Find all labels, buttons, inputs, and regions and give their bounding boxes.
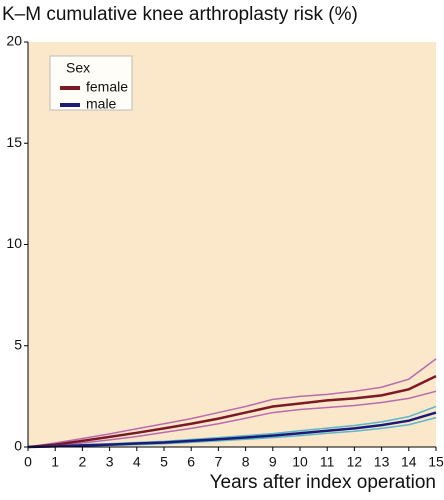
y-tick-label: 0: [14, 438, 22, 454]
legend-title: Sex: [66, 60, 90, 76]
y-tick-label: 5: [14, 336, 22, 352]
x-tick-label: 6: [187, 454, 195, 470]
x-tick-label: 12: [347, 454, 363, 470]
legend-label: female: [86, 79, 128, 95]
x-tick-label: 13: [374, 454, 390, 470]
x-tick-label: 3: [106, 454, 114, 470]
x-tick-label: 1: [51, 454, 59, 470]
x-tick-label: 14: [401, 454, 417, 470]
legend-box: [49, 55, 133, 111]
x-tick-label: 8: [242, 454, 250, 470]
y-tick-label: 20: [6, 33, 22, 49]
ci-upper-line: [27, 358, 437, 448]
legend-label: male: [86, 96, 117, 112]
x-tick-label: 4: [133, 454, 141, 470]
x-tick-label: 10: [292, 454, 308, 470]
x-tick-label: 2: [79, 454, 87, 470]
series-line: [27, 411, 437, 449]
ci-lower-line: [27, 390, 437, 448]
chart-title: K–M cumulative knee arthroplasty risk (%…: [2, 4, 358, 25]
x-tick-label: 5: [160, 454, 168, 470]
series-line: [27, 374, 437, 449]
x-tick-label: 11: [320, 454, 335, 470]
x-tick-label: 9: [269, 454, 277, 470]
x-axis-label: Years after index operation: [210, 472, 436, 493]
x-tick-label: 7: [215, 454, 223, 470]
x-tick-label: 15: [428, 454, 444, 470]
y-tick-label: 10: [6, 235, 22, 251]
x-tick-label: 0: [24, 454, 32, 470]
y-tick-label: 15: [6, 134, 22, 150]
